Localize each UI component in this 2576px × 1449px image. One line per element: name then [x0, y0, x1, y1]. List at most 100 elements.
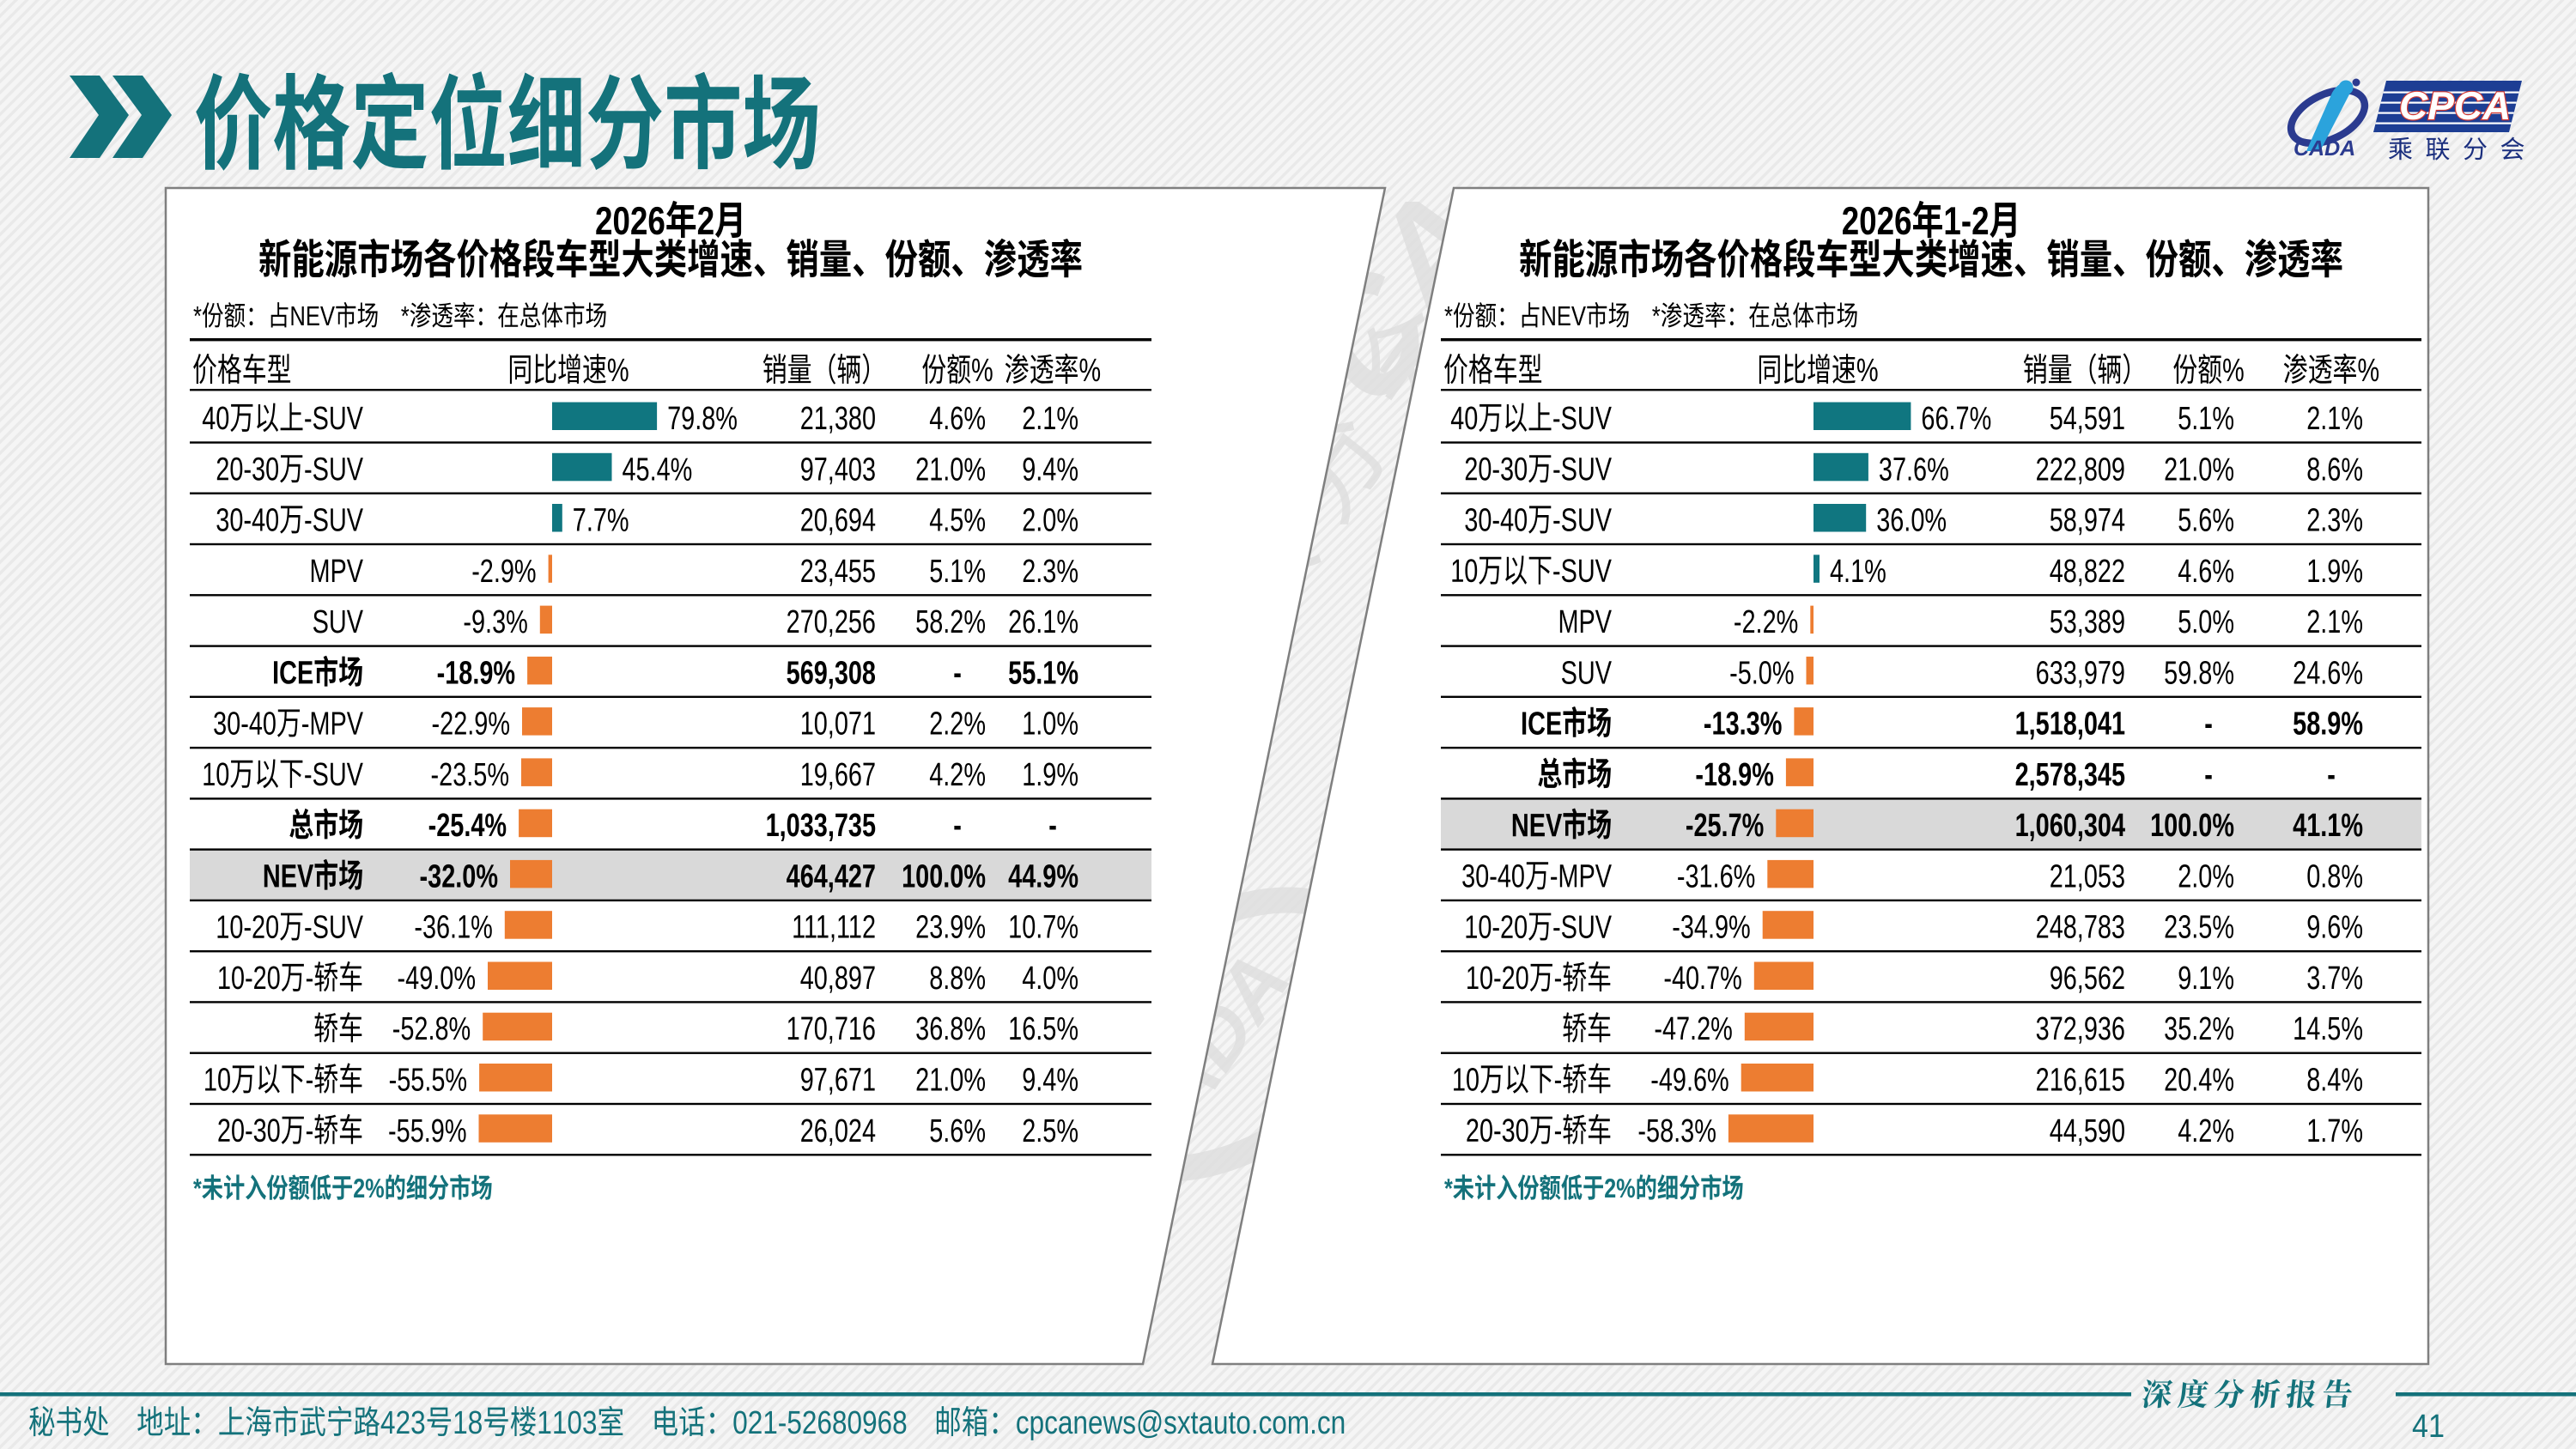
svg-text:45.4%: 45.4%: [623, 452, 693, 488]
svg-text:-34.9%: -34.9%: [1672, 909, 1750, 946]
svg-text:SUV: SUV: [1561, 655, 1613, 692]
svg-text:5.6%: 5.6%: [929, 1113, 986, 1149]
svg-text:41.1%: 41.1%: [2293, 807, 2363, 844]
svg-text:8.6%: 8.6%: [2306, 452, 2363, 488]
svg-text:270,256: 270,256: [787, 603, 876, 640]
svg-text:-22.9%: -22.9%: [432, 706, 510, 743]
svg-text:569,308: 569,308: [787, 655, 876, 692]
svg-text:2.3%: 2.3%: [1022, 553, 1078, 590]
svg-text:-36.1%: -36.1%: [414, 909, 492, 946]
svg-text:40,897: 40,897: [800, 960, 876, 997]
svg-text:53,389: 53,389: [2050, 603, 2125, 640]
svg-text:5.1%: 5.1%: [929, 553, 986, 590]
svg-text:-5.0%: -5.0%: [1729, 655, 1794, 692]
svg-text:35.2%: 35.2%: [2164, 1010, 2234, 1047]
svg-text:21,380: 21,380: [800, 400, 876, 437]
svg-text:9.4%: 9.4%: [1022, 1062, 1078, 1099]
svg-text:21,053: 21,053: [2050, 858, 2125, 895]
svg-text:58,974: 58,974: [2050, 502, 2125, 539]
svg-text:5.1%: 5.1%: [2178, 400, 2234, 437]
svg-text:-47.2%: -47.2%: [1654, 1010, 1732, 1047]
svg-text:216,615: 216,615: [2036, 1062, 2125, 1099]
svg-text:2,578,345: 2,578,345: [2015, 756, 2125, 793]
svg-text:-55.9%: -55.9%: [388, 1113, 466, 1149]
svg-text:170,716: 170,716: [787, 1010, 876, 1047]
svg-text:1,033,735: 1,033,735: [766, 807, 876, 844]
svg-text:-58.3%: -58.3%: [1637, 1113, 1716, 1149]
svg-text:9.6%: 9.6%: [2306, 909, 2363, 946]
svg-text:97,671: 97,671: [800, 1062, 876, 1099]
svg-text:14.5%: 14.5%: [2293, 1010, 2363, 1047]
svg-text:58.9%: 58.9%: [2293, 706, 2363, 743]
svg-text:-9.3%: -9.3%: [463, 603, 527, 640]
svg-text:-23.5%: -23.5%: [431, 756, 509, 793]
svg-text:44.9%: 44.9%: [1008, 858, 1078, 895]
svg-text:54,591: 54,591: [2050, 400, 2125, 437]
svg-text:-: -: [1048, 807, 1057, 844]
svg-text:-2.9%: -2.9%: [471, 553, 536, 590]
svg-text:2.0%: 2.0%: [2178, 858, 2234, 895]
svg-text:21.0%: 21.0%: [2164, 452, 2234, 488]
svg-text:4.6%: 4.6%: [2178, 553, 2234, 590]
svg-text:4.5%: 4.5%: [929, 502, 986, 539]
svg-text:97,403: 97,403: [800, 452, 876, 488]
svg-text:26,024: 26,024: [800, 1113, 876, 1149]
svg-text:23,455: 23,455: [800, 553, 876, 590]
svg-text:111,112: 111,112: [792, 909, 876, 946]
svg-text:-32.0%: -32.0%: [420, 858, 498, 895]
svg-text:5.0%: 5.0%: [2178, 603, 2234, 640]
svg-text:1.9%: 1.9%: [1022, 756, 1078, 793]
svg-text:100.0%: 100.0%: [902, 858, 986, 895]
svg-text:26.1%: 26.1%: [1008, 603, 1078, 640]
svg-text:-: -: [2327, 756, 2336, 793]
svg-text:1,518,041: 1,518,041: [2015, 706, 2125, 743]
svg-text:372,936: 372,936: [2036, 1010, 2125, 1047]
svg-text:4.2%: 4.2%: [929, 756, 986, 793]
svg-text:2.3%: 2.3%: [2306, 502, 2363, 539]
svg-text:55.1%: 55.1%: [1008, 655, 1078, 692]
svg-text:-49.0%: -49.0%: [398, 960, 476, 997]
svg-text:-13.3%: -13.3%: [1704, 706, 1782, 743]
svg-text:79.8%: 79.8%: [667, 400, 738, 437]
svg-text:10.7%: 10.7%: [1008, 909, 1078, 946]
svg-text:16.5%: 16.5%: [1008, 1010, 1078, 1047]
svg-text:96,562: 96,562: [2050, 960, 2125, 997]
svg-text:23.5%: 23.5%: [2164, 909, 2234, 946]
svg-text:-: -: [2204, 706, 2213, 743]
svg-text:248,783: 248,783: [2036, 909, 2125, 946]
svg-text:MPV: MPV: [309, 553, 363, 590]
svg-text:2.1%: 2.1%: [2306, 603, 2363, 640]
svg-text:-: -: [2204, 756, 2213, 793]
svg-text:-18.9%: -18.9%: [437, 655, 515, 692]
svg-text:37.6%: 37.6%: [1879, 452, 1949, 488]
svg-text:21.0%: 21.0%: [915, 452, 986, 488]
svg-text:10,071: 10,071: [800, 706, 876, 743]
svg-text:2.1%: 2.1%: [1022, 400, 1078, 437]
svg-text:36.8%: 36.8%: [915, 1010, 986, 1047]
svg-text:2.5%: 2.5%: [1022, 1113, 1078, 1149]
svg-text:20,694: 20,694: [800, 502, 876, 539]
svg-text:633,979: 633,979: [2036, 655, 2125, 692]
svg-text:36.0%: 36.0%: [1876, 502, 1947, 539]
svg-text:1.7%: 1.7%: [2306, 1113, 2363, 1149]
svg-text:3.7%: 3.7%: [2306, 960, 2363, 997]
svg-text:4.0%: 4.0%: [1022, 960, 1078, 997]
svg-text:-55.5%: -55.5%: [389, 1062, 467, 1099]
svg-text:2.1%: 2.1%: [2306, 400, 2363, 437]
svg-text:-31.6%: -31.6%: [1677, 858, 1755, 895]
svg-text:-: -: [953, 655, 962, 692]
svg-text:SUV: SUV: [313, 603, 364, 640]
svg-text:5.6%: 5.6%: [2178, 502, 2234, 539]
svg-text:4.6%: 4.6%: [929, 400, 986, 437]
svg-text:1.9%: 1.9%: [2306, 553, 2363, 590]
svg-text:0.8%: 0.8%: [2306, 858, 2363, 895]
svg-text:48,822: 48,822: [2050, 553, 2125, 590]
svg-text:8.4%: 8.4%: [2306, 1062, 2363, 1099]
svg-text:-52.8%: -52.8%: [392, 1010, 471, 1047]
svg-text:7.7%: 7.7%: [573, 502, 629, 539]
svg-text:9.4%: 9.4%: [1022, 452, 1078, 488]
svg-text:-25.4%: -25.4%: [428, 807, 507, 844]
svg-text:23.9%: 23.9%: [915, 909, 986, 946]
svg-text:222,809: 222,809: [2036, 452, 2125, 488]
svg-text:19,667: 19,667: [800, 756, 876, 793]
